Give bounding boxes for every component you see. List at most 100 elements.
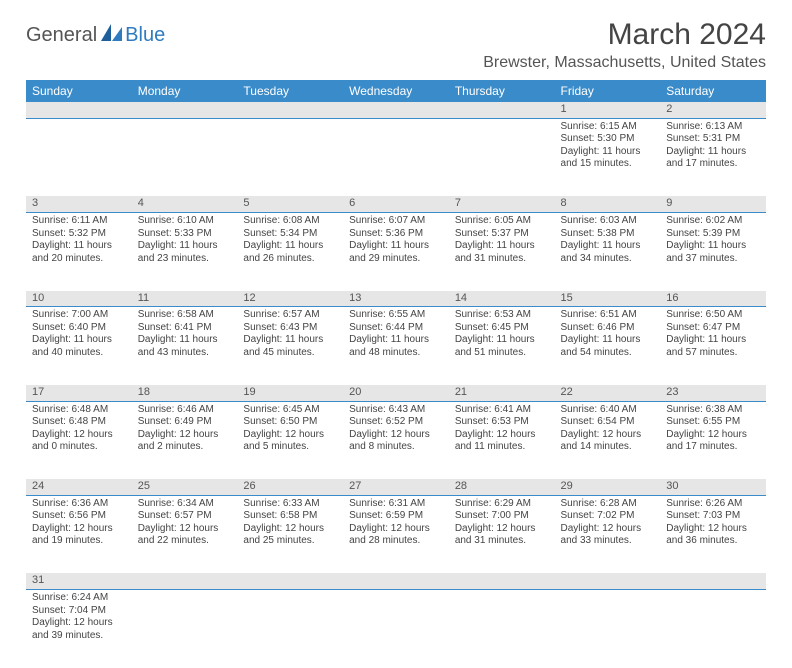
day-number-cell: 2 <box>660 102 766 118</box>
sunrise-text: Sunrise: 6:33 AM <box>243 498 337 511</box>
daylight-text: Daylight: 12 hours and 0 minutes. <box>32 429 126 454</box>
day-cell <box>26 118 132 196</box>
daylight-text: Daylight: 12 hours and 5 minutes. <box>243 429 337 454</box>
daynum-row: 17181920212223 <box>26 385 766 401</box>
sunset-text: Sunset: 6:54 PM <box>561 416 655 429</box>
logo: General Blue <box>26 18 165 47</box>
sunset-text: Sunset: 6:43 PM <box>243 322 337 335</box>
daylight-text: Daylight: 12 hours and 28 minutes. <box>349 523 443 548</box>
sunrise-text: Sunrise: 6:41 AM <box>455 404 549 417</box>
week-row: Sunrise: 7:00 AMSunset: 6:40 PMDaylight:… <box>26 307 766 385</box>
sunset-text: Sunset: 6:44 PM <box>349 322 443 335</box>
day-cell: Sunrise: 6:48 AMSunset: 6:48 PMDaylight:… <box>26 401 132 479</box>
day-number-cell <box>237 573 343 589</box>
daynum-row: 3456789 <box>26 196 766 212</box>
sunrise-text: Sunrise: 6:08 AM <box>243 215 337 228</box>
day-number-cell <box>26 102 132 118</box>
daylight-text: Daylight: 12 hours and 14 minutes. <box>561 429 655 454</box>
day-cell: Sunrise: 6:28 AMSunset: 7:02 PMDaylight:… <box>555 495 661 573</box>
day-cell <box>132 118 238 196</box>
sunset-text: Sunset: 7:03 PM <box>666 510 760 523</box>
daylight-text: Daylight: 11 hours and 57 minutes. <box>666 334 760 359</box>
day-number-cell <box>343 573 449 589</box>
sunrise-text: Sunrise: 6:29 AM <box>455 498 549 511</box>
day-number-cell: 17 <box>26 385 132 401</box>
sunrise-text: Sunrise: 6:48 AM <box>32 404 126 417</box>
sunrise-text: Sunrise: 6:43 AM <box>349 404 443 417</box>
day-cell: Sunrise: 6:03 AMSunset: 5:38 PMDaylight:… <box>555 213 661 291</box>
daynum-row: 12 <box>26 102 766 118</box>
day-number-cell: 6 <box>343 196 449 212</box>
day-number-cell: 21 <box>449 385 555 401</box>
day-header: Saturday <box>660 80 766 102</box>
day-number-cell <box>449 573 555 589</box>
day-cell: Sunrise: 6:08 AMSunset: 5:34 PMDaylight:… <box>237 213 343 291</box>
sunset-text: Sunset: 6:57 PM <box>138 510 232 523</box>
sunrise-text: Sunrise: 6:36 AM <box>32 498 126 511</box>
day-cell: Sunrise: 6:05 AMSunset: 5:37 PMDaylight:… <box>449 213 555 291</box>
sunset-text: Sunset: 7:02 PM <box>561 510 655 523</box>
day-cell <box>237 118 343 196</box>
sunset-text: Sunset: 7:00 PM <box>455 510 549 523</box>
daylight-text: Daylight: 11 hours and 40 minutes. <box>32 334 126 359</box>
daylight-text: Daylight: 11 hours and 51 minutes. <box>455 334 549 359</box>
day-number-cell <box>132 573 238 589</box>
sunrise-text: Sunrise: 6:38 AM <box>666 404 760 417</box>
week-row: Sunrise: 6:15 AMSunset: 5:30 PMDaylight:… <box>26 118 766 196</box>
day-cell: Sunrise: 6:51 AMSunset: 6:46 PMDaylight:… <box>555 307 661 385</box>
day-cell: Sunrise: 6:34 AMSunset: 6:57 PMDaylight:… <box>132 495 238 573</box>
sunrise-text: Sunrise: 6:45 AM <box>243 404 337 417</box>
sunset-text: Sunset: 5:30 PM <box>561 133 655 146</box>
sunrise-text: Sunrise: 6:34 AM <box>138 498 232 511</box>
week-row: Sunrise: 6:36 AMSunset: 6:56 PMDaylight:… <box>26 495 766 573</box>
sunset-text: Sunset: 5:39 PM <box>666 228 760 241</box>
day-cell: Sunrise: 6:38 AMSunset: 6:55 PMDaylight:… <box>660 401 766 479</box>
header: General Blue March 2024 Brewster, Massac… <box>26 18 766 72</box>
sunset-text: Sunset: 6:46 PM <box>561 322 655 335</box>
daylight-text: Daylight: 12 hours and 39 minutes. <box>32 617 126 642</box>
day-cell <box>555 590 661 668</box>
daylight-text: Daylight: 12 hours and 11 minutes. <box>455 429 549 454</box>
sunrise-text: Sunrise: 6:40 AM <box>561 404 655 417</box>
day-cell <box>660 590 766 668</box>
logo-text-general: General <box>26 24 97 47</box>
day-cell: Sunrise: 6:50 AMSunset: 6:47 PMDaylight:… <box>660 307 766 385</box>
day-number-cell: 29 <box>555 479 661 495</box>
day-number-cell: 8 <box>555 196 661 212</box>
day-cell <box>449 590 555 668</box>
day-header: Friday <box>555 80 661 102</box>
sunset-text: Sunset: 6:40 PM <box>32 322 126 335</box>
day-number-cell: 30 <box>660 479 766 495</box>
sunset-text: Sunset: 6:52 PM <box>349 416 443 429</box>
sunrise-text: Sunrise: 6:28 AM <box>561 498 655 511</box>
day-cell: Sunrise: 6:36 AMSunset: 6:56 PMDaylight:… <box>26 495 132 573</box>
sunrise-text: Sunrise: 6:15 AM <box>561 121 655 134</box>
daylight-text: Daylight: 11 hours and 31 minutes. <box>455 240 549 265</box>
sunrise-text: Sunrise: 6:10 AM <box>138 215 232 228</box>
day-header: Tuesday <box>237 80 343 102</box>
sunrise-text: Sunrise: 6:02 AM <box>666 215 760 228</box>
daylight-text: Daylight: 11 hours and 48 minutes. <box>349 334 443 359</box>
sunrise-text: Sunrise: 6:24 AM <box>32 592 126 605</box>
daylight-text: Daylight: 11 hours and 45 minutes. <box>243 334 337 359</box>
daylight-text: Daylight: 12 hours and 22 minutes. <box>138 523 232 548</box>
day-cell: Sunrise: 6:55 AMSunset: 6:44 PMDaylight:… <box>343 307 449 385</box>
day-number-cell: 12 <box>237 291 343 307</box>
sunset-text: Sunset: 6:47 PM <box>666 322 760 335</box>
logo-text-blue: Blue <box>125 24 165 47</box>
daylight-text: Daylight: 11 hours and 23 minutes. <box>138 240 232 265</box>
daylight-text: Daylight: 12 hours and 36 minutes. <box>666 523 760 548</box>
daynum-row: 24252627282930 <box>26 479 766 495</box>
sunset-text: Sunset: 5:31 PM <box>666 133 760 146</box>
sunrise-text: Sunrise: 6:05 AM <box>455 215 549 228</box>
sunset-text: Sunset: 6:45 PM <box>455 322 549 335</box>
day-cell: Sunrise: 6:58 AMSunset: 6:41 PMDaylight:… <box>132 307 238 385</box>
day-header: Wednesday <box>343 80 449 102</box>
sunset-text: Sunset: 6:49 PM <box>138 416 232 429</box>
day-number-cell: 14 <box>449 291 555 307</box>
sunset-text: Sunset: 5:37 PM <box>455 228 549 241</box>
sunrise-text: Sunrise: 6:51 AM <box>561 309 655 322</box>
day-cell: Sunrise: 6:15 AMSunset: 5:30 PMDaylight:… <box>555 118 661 196</box>
day-number-cell <box>237 102 343 118</box>
sunset-text: Sunset: 6:48 PM <box>32 416 126 429</box>
